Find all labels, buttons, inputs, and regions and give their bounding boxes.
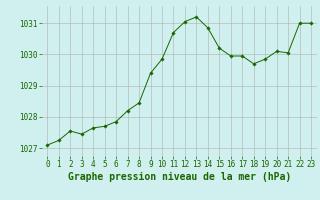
X-axis label: Graphe pression niveau de la mer (hPa): Graphe pression niveau de la mer (hPa): [68, 172, 291, 182]
